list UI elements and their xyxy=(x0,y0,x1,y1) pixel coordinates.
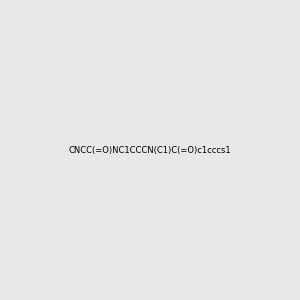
Text: CNCC(=O)NC1CCCN(C1)C(=O)c1cccs1: CNCC(=O)NC1CCCN(C1)C(=O)c1cccs1 xyxy=(69,146,231,154)
